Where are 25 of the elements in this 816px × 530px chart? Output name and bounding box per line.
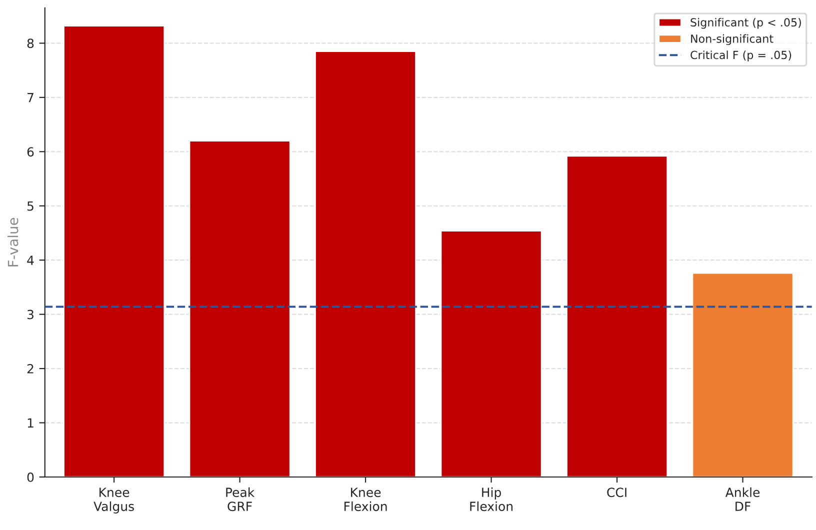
x-tick-label: Knee Valgus: [94, 488, 134, 514]
y-tick-label: 6: [27, 147, 34, 157]
legend-label: Non-significant: [691, 34, 774, 46]
x-tick-label: CCI: [607, 488, 626, 498]
y-tick-label: 7: [28, 93, 34, 102]
y-tick-label: 5: [27, 202, 34, 211]
legend-label: Significant (p < .05): [690, 18, 801, 29]
y-tick-label: 3: [27, 310, 34, 320]
bar: [63, 25, 166, 477]
x-tick-label: Peak GRF: [226, 487, 255, 512]
bar: [440, 230, 542, 477]
bar: [566, 155, 668, 477]
y-tick-label: 0: [27, 472, 34, 482]
y-tick-label: 2: [27, 364, 34, 374]
x-tick-label: Ankle DF: [725, 487, 760, 511]
y-axis-title: F-value: [8, 218, 18, 266]
y-tick-label: 1: [28, 418, 34, 428]
y-tick-label: 4: [27, 256, 34, 265]
y-tick-label: 8: [27, 38, 34, 48]
x-tick-label: Knee Flexion: [344, 488, 387, 512]
legend-label: Critical F (p = .05): [690, 50, 792, 62]
bar: [188, 140, 291, 477]
bar: [692, 272, 794, 477]
bar: [314, 50, 417, 477]
x-tick-label: Hip Flexion: [470, 487, 512, 512]
